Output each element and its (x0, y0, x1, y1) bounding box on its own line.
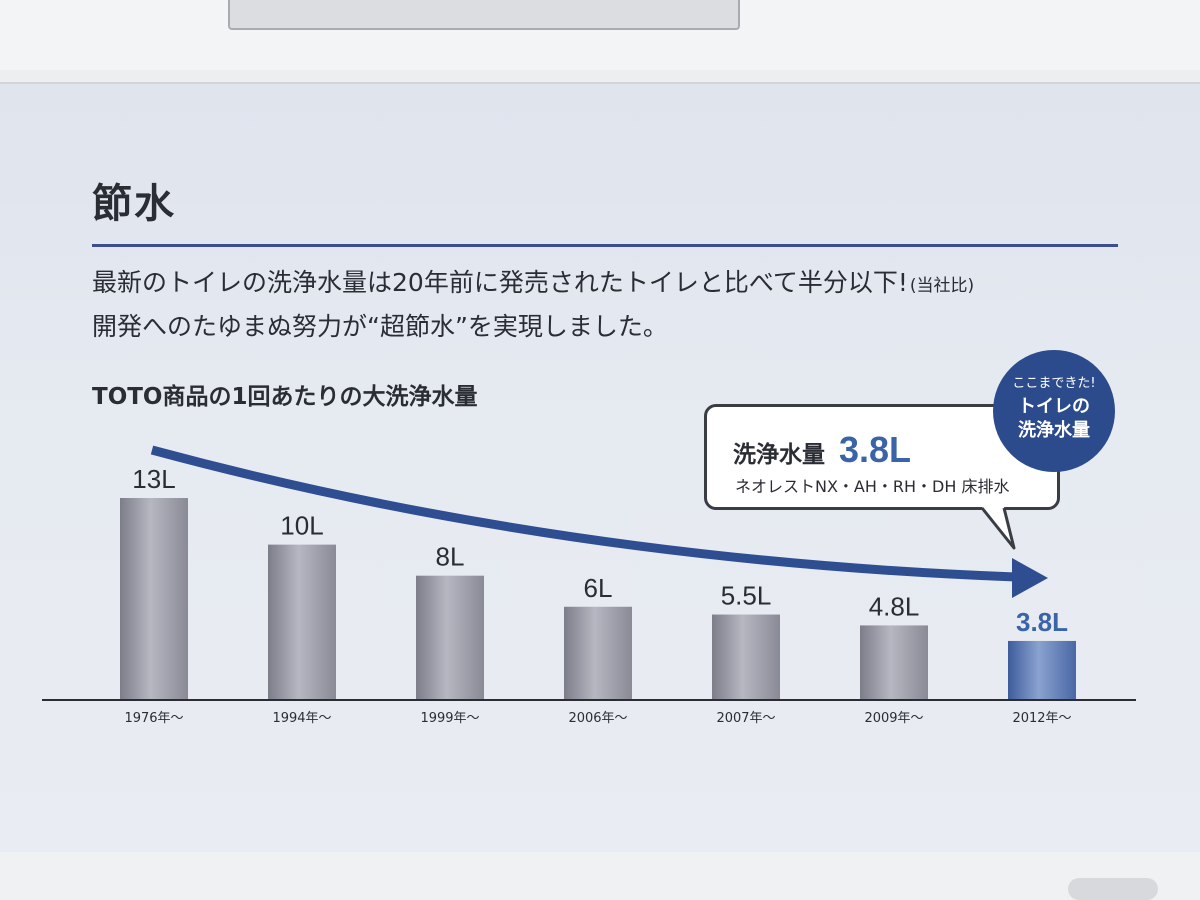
bar-value-label-1: 10L (280, 511, 323, 541)
trend-arrow-line (150, 445, 1017, 582)
bar-1 (268, 544, 336, 700)
bar-4 (712, 614, 780, 700)
chart-title: TOTO商品の1回あたりの大洗浄水量 (92, 384, 478, 410)
x-tick-label-4: 2007年～ (716, 711, 775, 726)
lead-text-line-2: 開発へのたゆまぬ努力が“超節水”を実現しました。 (92, 312, 668, 341)
callout-models: ネオレストNX・AH・RH・DH 床排水 (735, 477, 1010, 496)
bar-2 (416, 575, 484, 700)
bar-value-label-2: 8L (436, 542, 465, 572)
trend-arrow-head (1012, 558, 1048, 598)
bar-value-label-3: 6L (584, 573, 613, 603)
lead-note: (当社比) (909, 276, 975, 296)
device-knob (1068, 878, 1158, 900)
badge-line-1: トイレの (1018, 396, 1090, 417)
callout-value: 3.8L (839, 429, 912, 470)
title-divider (92, 244, 1118, 247)
bar-6 (1008, 640, 1076, 700)
x-tick-label-5: 2009年～ (864, 711, 923, 726)
bar-value-label-6: 3.8L (1016, 607, 1068, 637)
x-tick-label-6: 2012年～ (1012, 711, 1071, 726)
background-bottom-strip (0, 852, 1200, 900)
x-tick-label-0: 1976年～ (124, 711, 183, 726)
callout-main: 洗浄水量 3.8L (733, 429, 911, 471)
device-edge (228, 0, 740, 30)
lead-line-1-text: 最新のトイレの洗浄水量は20年前に発売されたトイレと比べて半分以下! (92, 268, 908, 297)
x-tick-label-2: 1999年～ (420, 711, 479, 726)
bar-3 (564, 606, 632, 700)
badge-small-text: ここまできた! (1012, 376, 1096, 391)
bar-value-label-5: 4.8L (869, 591, 920, 621)
x-tick-label-1: 1994年～ (272, 711, 331, 726)
badge-line-2: 洗浄水量 (1018, 420, 1090, 441)
x-tick-label-3: 2006年～ (568, 711, 627, 726)
badge-circle: ここまできた! トイレの 洗浄水量 (993, 350, 1115, 472)
bar-value-label-4: 5.5L (721, 581, 772, 611)
callout-label: 洗浄水量 (733, 442, 825, 468)
bar-0 (120, 498, 188, 700)
bar-5 (860, 625, 928, 700)
page-title: 節水 (92, 181, 176, 227)
lead-text-line-1: 最新のトイレの洗浄水量は20年前に発売されたトイレと比べて半分以下! (当社比) (92, 270, 974, 295)
bar-value-label-0: 13L (132, 464, 175, 494)
